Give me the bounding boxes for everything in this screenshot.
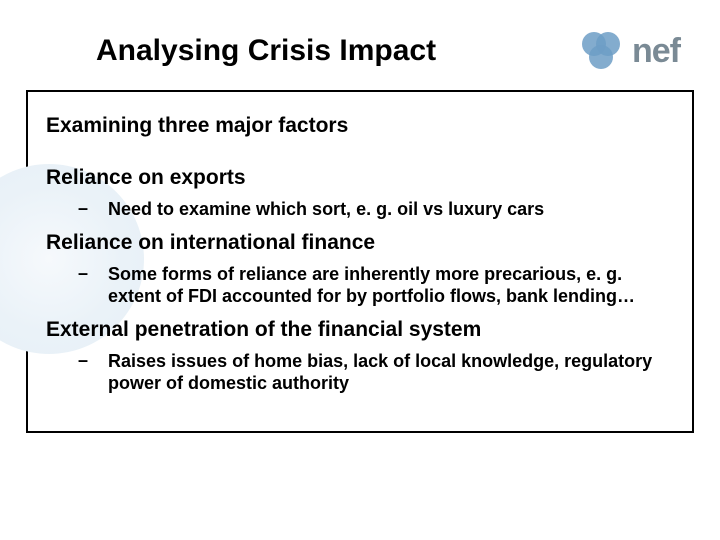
content-box: Examining three major factors Reliance o…: [26, 90, 694, 433]
factor-heading: External penetration of the financial sy…: [46, 318, 674, 342]
dash-icon: –: [78, 263, 108, 308]
factor-sub: Need to examine which sort, e. g. oil vs…: [108, 198, 544, 221]
slide: Analysing Crisis Impact nef Examining th…: [0, 0, 720, 540]
venn-icon: [576, 29, 626, 73]
logo-text: nef: [632, 32, 680, 71]
dash-icon: –: [78, 198, 108, 221]
list-item: – Need to examine which sort, e. g. oil …: [78, 198, 674, 221]
dash-icon: –: [78, 350, 108, 395]
list-item: – Some forms of reliance are inherently …: [78, 263, 674, 308]
factor-heading: Reliance on exports: [46, 166, 674, 190]
nef-logo: nef: [576, 29, 680, 73]
factor-heading: Reliance on international finance: [46, 231, 674, 255]
slide-title: Analysing Crisis Impact: [96, 34, 436, 68]
list-item: – Raises issues of home bias, lack of lo…: [78, 350, 674, 395]
factor-sub: Raises issues of home bias, lack of loca…: [108, 350, 674, 395]
content-inner: Examining three major factors Reliance o…: [46, 114, 674, 395]
factor-sub: Some forms of reliance are inherently mo…: [108, 263, 674, 308]
title-row: Analysing Crisis Impact nef: [0, 0, 720, 84]
intro-text: Examining three major factors: [46, 114, 674, 138]
